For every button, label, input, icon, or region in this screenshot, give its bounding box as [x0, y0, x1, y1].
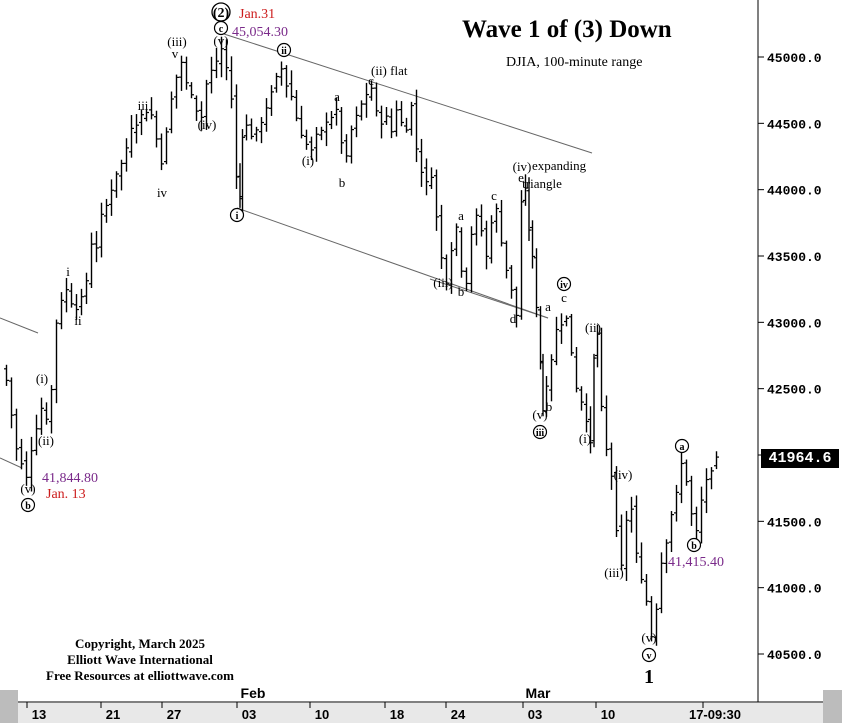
- x-tick-label: 21: [106, 707, 120, 722]
- wave-label: i: [66, 264, 70, 279]
- copyright-line: Copyright, March 2025: [74, 636, 206, 651]
- wave-label: (i): [302, 153, 314, 168]
- wave-marker: [213, 20, 229, 36]
- wave-label: b: [546, 399, 553, 414]
- price-label: 41,415.40: [668, 555, 724, 570]
- wave-label: (i): [579, 431, 591, 446]
- scroll-corner: [823, 690, 842, 723]
- y-tick-label: 41500.0: [767, 515, 822, 530]
- wave-marker-label: iii: [536, 428, 545, 439]
- wave-label: b: [339, 175, 346, 190]
- date-label: Jan. 13: [46, 487, 86, 502]
- date-label: Jan.31: [239, 7, 275, 22]
- y-tick-label: 40500.0: [767, 648, 822, 663]
- x-tick-label: 10: [601, 707, 615, 722]
- trend-line: [0, 457, 23, 469]
- wave-label: b: [458, 284, 465, 299]
- wave-label: c: [561, 290, 567, 305]
- y-tick-label: 44500.0: [767, 117, 822, 132]
- time-axis-band: [0, 703, 842, 723]
- wave-marker-label: ii: [281, 46, 287, 57]
- x-tick-label: 03: [528, 707, 542, 722]
- month-label: Feb: [241, 685, 266, 701]
- wave-label: iii: [138, 98, 149, 113]
- wave-marker-label: i: [236, 211, 239, 222]
- wave-label: iv: [157, 185, 168, 200]
- price-label: 45,054.30: [232, 25, 288, 40]
- scroll-corner: [0, 690, 18, 723]
- wave-marker: [276, 42, 292, 58]
- wave-label: (iii): [167, 34, 187, 49]
- y-tick-label: 44000.0: [767, 184, 822, 199]
- wave-marker-label: c: [219, 24, 224, 35]
- wave-label: (v): [20, 481, 35, 496]
- wave-marker: [20, 497, 36, 513]
- y-tick-label: 43500.0: [767, 250, 822, 265]
- x-tick-label: 18: [390, 707, 404, 722]
- wave-label: (i): [36, 371, 48, 386]
- y-tick-label: 41000.0: [767, 582, 822, 597]
- x-tick-label: 17-09:30: [689, 707, 741, 722]
- wave-label: (ii): [585, 320, 601, 335]
- wave-label: c: [368, 73, 374, 88]
- publisher-line: Elliott Wave International: [67, 652, 213, 667]
- y-tick-label: 43000.0: [767, 316, 822, 331]
- wave-label: (2): [213, 6, 230, 21]
- copyright-block: Copyright, March 2025 Elliott Wave Inter…: [30, 636, 250, 684]
- y-tick-label: 45000.0: [767, 51, 822, 66]
- x-tick-label: 03: [242, 707, 256, 722]
- trend-line: [429, 278, 549, 319]
- wave-marker: [674, 438, 690, 454]
- wave-label: (iv): [614, 467, 633, 482]
- wave-marker-label: b: [25, 501, 31, 512]
- wave-label: expanding: [532, 158, 587, 173]
- wave-label: (iii): [433, 275, 453, 290]
- wave-marker: [556, 276, 572, 292]
- wave-label: a: [545, 299, 551, 314]
- wave-label: e: [518, 170, 524, 185]
- wave-label: (v): [532, 407, 547, 422]
- website-line: Free Resources at elliottwave.com: [46, 668, 234, 683]
- wave-label: (ii): [38, 433, 54, 448]
- wave-label: (ii) flat: [371, 63, 408, 78]
- wave-marker: [686, 537, 702, 553]
- price-label: 41,844.80: [42, 471, 98, 486]
- wave-label: v: [172, 46, 179, 61]
- trend-line: [236, 207, 549, 319]
- wave-label: 1: [644, 666, 654, 688]
- wave-marker: [229, 207, 245, 223]
- wave-label: (v): [641, 630, 656, 645]
- wave-label: c: [491, 188, 497, 203]
- month-label: Mar: [526, 685, 551, 701]
- wave-marker-label: b: [691, 541, 697, 552]
- chart-title: Wave 1 of (3) Down: [462, 16, 672, 43]
- x-tick-label: 13: [32, 707, 46, 722]
- x-tick-label: 27: [167, 707, 181, 722]
- wave-marker-label: v: [647, 651, 652, 662]
- wave-label: (v): [213, 33, 228, 48]
- wave-marker-label: a: [680, 442, 685, 453]
- wave-marker: [532, 424, 548, 440]
- trend-line: [0, 317, 39, 334]
- wave-label: a: [334, 89, 340, 104]
- x-tick-label: 10: [315, 707, 329, 722]
- y-tick-label: 42500.0: [767, 383, 822, 398]
- wave-label: ii: [74, 313, 82, 328]
- wave-label: d: [510, 311, 517, 326]
- wave-label: triangle: [522, 176, 562, 191]
- wave-marker: [641, 647, 657, 663]
- chart-subtitle: DJIA, 100-minute range: [506, 55, 643, 70]
- current-price-marker: 41964.6: [761, 449, 839, 468]
- x-tick-label: 24: [451, 707, 466, 722]
- wave-marker-label: iv: [560, 280, 568, 291]
- wave-label: (iii): [604, 565, 624, 580]
- wave-label: (iv): [513, 159, 532, 174]
- wave-label: a: [458, 208, 464, 223]
- wave-label: (iv): [198, 117, 217, 132]
